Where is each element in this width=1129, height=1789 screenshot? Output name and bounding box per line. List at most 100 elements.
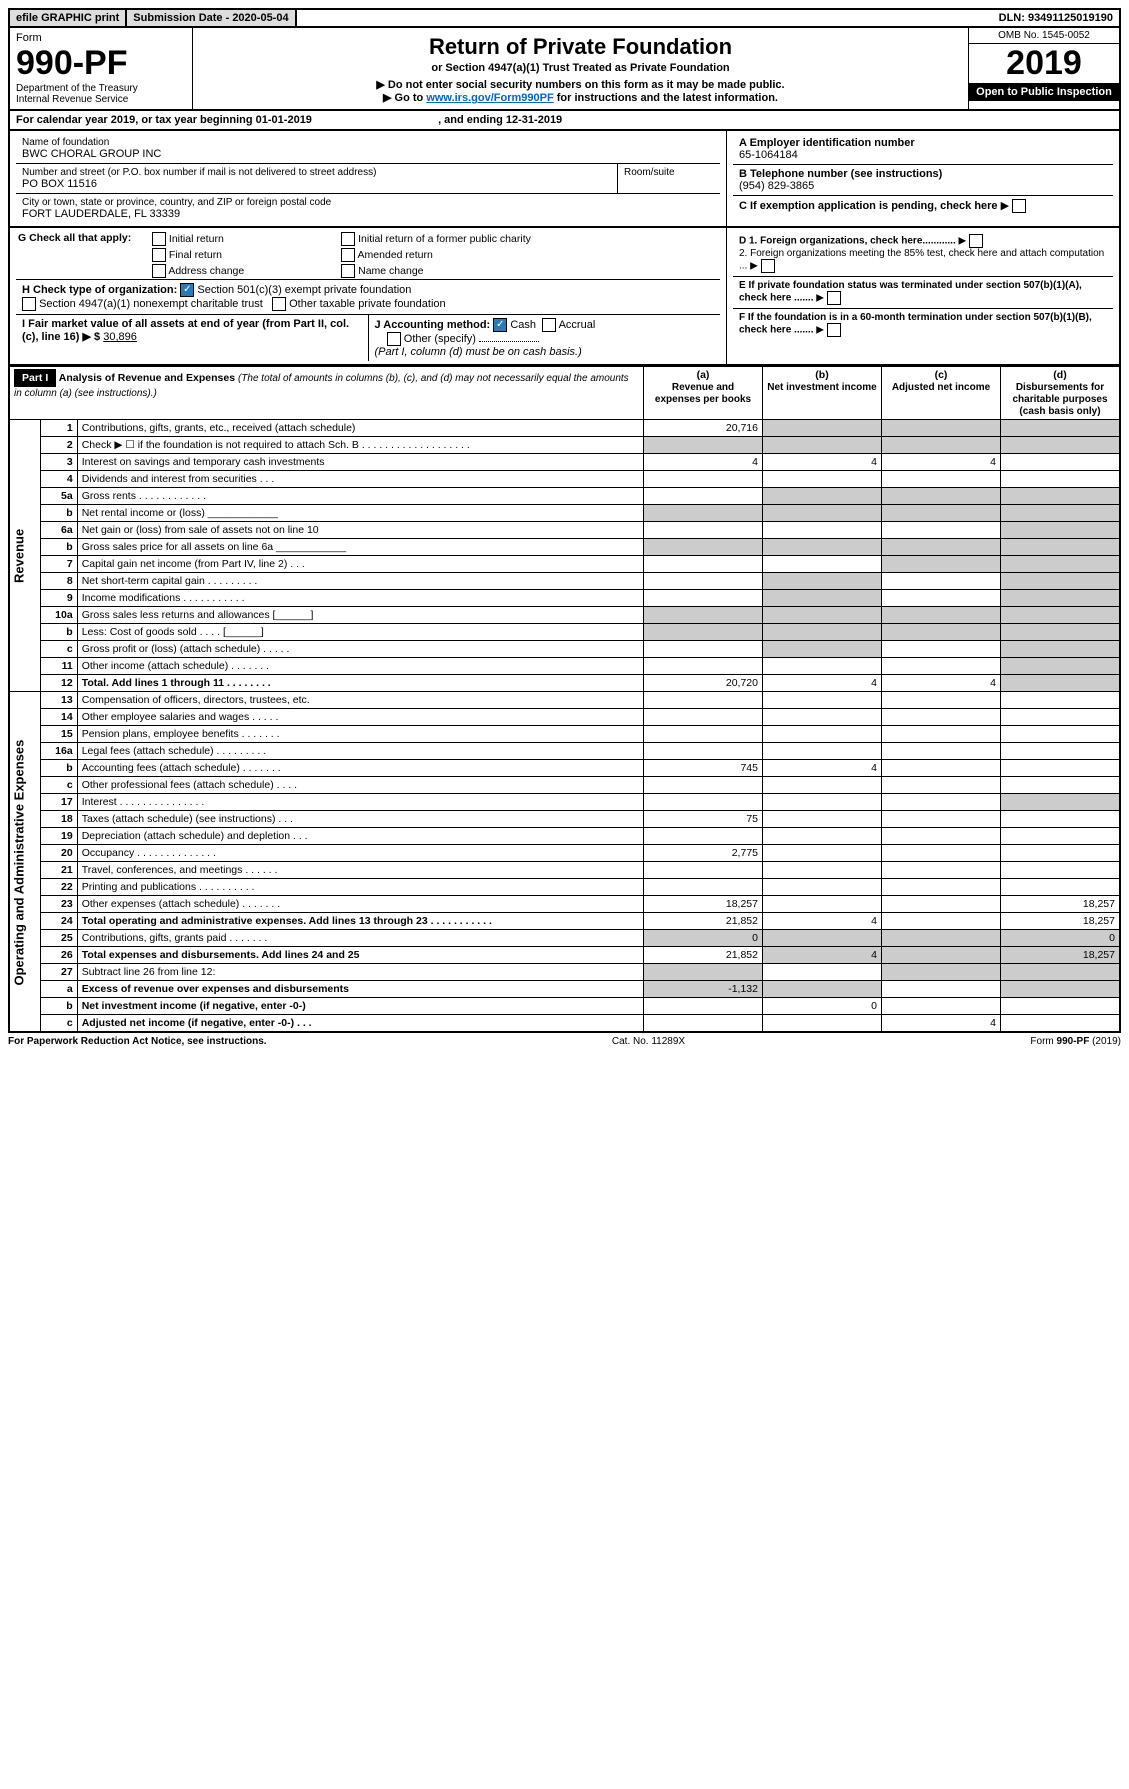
year-begin: 01-01-2019 [256, 114, 312, 126]
line-number: c [40, 641, 77, 658]
cell-b-d [1001, 539, 1121, 556]
cell-8-d [1001, 573, 1121, 590]
cell-26-d: 18,257 [1001, 947, 1121, 964]
d2-checkbox[interactable] [761, 259, 775, 273]
top-bar: efile GRAPHIC print Submission Date - 20… [8, 8, 1121, 28]
cell-a-b [763, 981, 882, 998]
exemption-checkbox[interactable] [1012, 199, 1026, 213]
501c3-checkbox[interactable]: ✓ [180, 283, 194, 297]
cell-b-b [763, 624, 882, 641]
line-description: Printing and publications . . . . . . . … [77, 879, 643, 896]
cell-18-c [882, 811, 1001, 828]
initial-former-checkbox[interactable] [341, 232, 355, 246]
cell-2-a [644, 437, 763, 454]
submission-date: Submission Date - 2020-05-04 [127, 10, 296, 26]
cell-19-d [1001, 828, 1121, 845]
phone: (954) 829-3865 [739, 180, 1107, 192]
form-link[interactable]: www.irs.gov/Form990PF [426, 92, 553, 104]
cell-c-d [1001, 641, 1121, 658]
cell-27-b [763, 964, 882, 981]
cell-11-c [882, 658, 1001, 675]
other-method-checkbox[interactable] [387, 332, 401, 346]
initial-return-checkbox[interactable] [152, 232, 166, 246]
cell-23-a: 18,257 [644, 896, 763, 913]
cell-12-d [1001, 675, 1121, 692]
cell-23-b [763, 896, 882, 913]
checks-block: G Check all that apply: Initial return I… [8, 228, 1121, 366]
cell-24-a: 21,852 [644, 913, 763, 930]
d1-checkbox[interactable] [969, 234, 983, 248]
line-description: Other professional fees (attach schedule… [77, 777, 643, 794]
cell-12-b: 4 [763, 675, 882, 692]
city-state-zip: FORT LAUDERDALE, FL 33339 [22, 208, 714, 220]
form-header: Form 990-PF Department of the Treasury I… [8, 28, 1121, 111]
line-description: Net investment income (if negative, ente… [77, 998, 643, 1015]
line-description: Pension plans, employee benefits . . . .… [77, 726, 643, 743]
cell-3-d [1001, 454, 1121, 471]
cell-10a-b [763, 607, 882, 624]
cell-3-a: 4 [644, 454, 763, 471]
cell-1-b [763, 420, 882, 437]
ein: 65-1064184 [739, 149, 1107, 161]
cell-21-d [1001, 862, 1121, 879]
cell-1-a: 20,716 [644, 420, 763, 437]
line-description: Excess of revenue over expenses and disb… [77, 981, 643, 998]
dept: Department of the Treasury [16, 83, 186, 94]
line-description: Capital gain net income (from Part IV, l… [77, 556, 643, 573]
cell-b-d [1001, 624, 1121, 641]
cell-14-c [882, 709, 1001, 726]
line-description: Total expenses and disbursements. Add li… [77, 947, 643, 964]
efile-print-button[interactable]: efile GRAPHIC print [10, 10, 127, 26]
final-return-checkbox[interactable] [152, 248, 166, 262]
goto-prefix: ▶ Go to [383, 92, 426, 104]
cell-4-a [644, 471, 763, 488]
cell-b-c [882, 505, 1001, 522]
cell-26-a: 21,852 [644, 947, 763, 964]
cell-b-a [644, 998, 763, 1015]
part1-title: Analysis of Revenue and Expenses [59, 372, 238, 384]
line-number: b [40, 998, 77, 1015]
cell-21-a [644, 862, 763, 879]
tax-year: 2019 [969, 44, 1119, 83]
line-number: c [40, 777, 77, 794]
name-change-checkbox[interactable] [341, 264, 355, 278]
4947-checkbox[interactable] [22, 297, 36, 311]
line-number: 22 [40, 879, 77, 896]
line-description: Total. Add lines 1 through 11 . . . . . … [77, 675, 643, 692]
cell-26-c [882, 947, 1001, 964]
name-label: Name of foundation [22, 137, 714, 148]
line-description: Legal fees (attach schedule) . . . . . .… [77, 743, 643, 760]
cell-c-b [763, 777, 882, 794]
line-number: 2 [40, 437, 77, 454]
cell-16a-a [644, 743, 763, 760]
line-description: Gross profit or (loss) (attach schedule)… [77, 641, 643, 658]
line-description: Interest on savings and temporary cash i… [77, 454, 643, 471]
ein-label: A Employer identification number [739, 137, 1107, 149]
accrual-checkbox[interactable] [542, 318, 556, 332]
cell-b-c [882, 760, 1001, 777]
e-checkbox[interactable] [827, 291, 841, 305]
cell-16a-c [882, 743, 1001, 760]
cell-9-b [763, 590, 882, 607]
cell-5a-c [882, 488, 1001, 505]
amended-checkbox[interactable] [341, 248, 355, 262]
cell-2-c [882, 437, 1001, 454]
line-description: Contributions, gifts, grants paid . . . … [77, 930, 643, 947]
cell-11-b [763, 658, 882, 675]
cell-14-b [763, 709, 882, 726]
fmv-value: 30,896 [103, 331, 137, 343]
other-tax-checkbox[interactable] [272, 297, 286, 311]
cell-15-c [882, 726, 1001, 743]
cell-6a-d [1001, 522, 1121, 539]
h-label: H Check type of organization: [22, 284, 177, 296]
line-number: b [40, 760, 77, 777]
cash-checkbox[interactable]: ✓ [493, 318, 507, 332]
addr-change-checkbox[interactable] [152, 264, 166, 278]
cell-1-c [882, 420, 1001, 437]
line-number: b [40, 505, 77, 522]
cell-20-c [882, 845, 1001, 862]
cell-9-a [644, 590, 763, 607]
line-number: b [40, 624, 77, 641]
f-checkbox[interactable] [827, 323, 841, 337]
cell-27-a [644, 964, 763, 981]
